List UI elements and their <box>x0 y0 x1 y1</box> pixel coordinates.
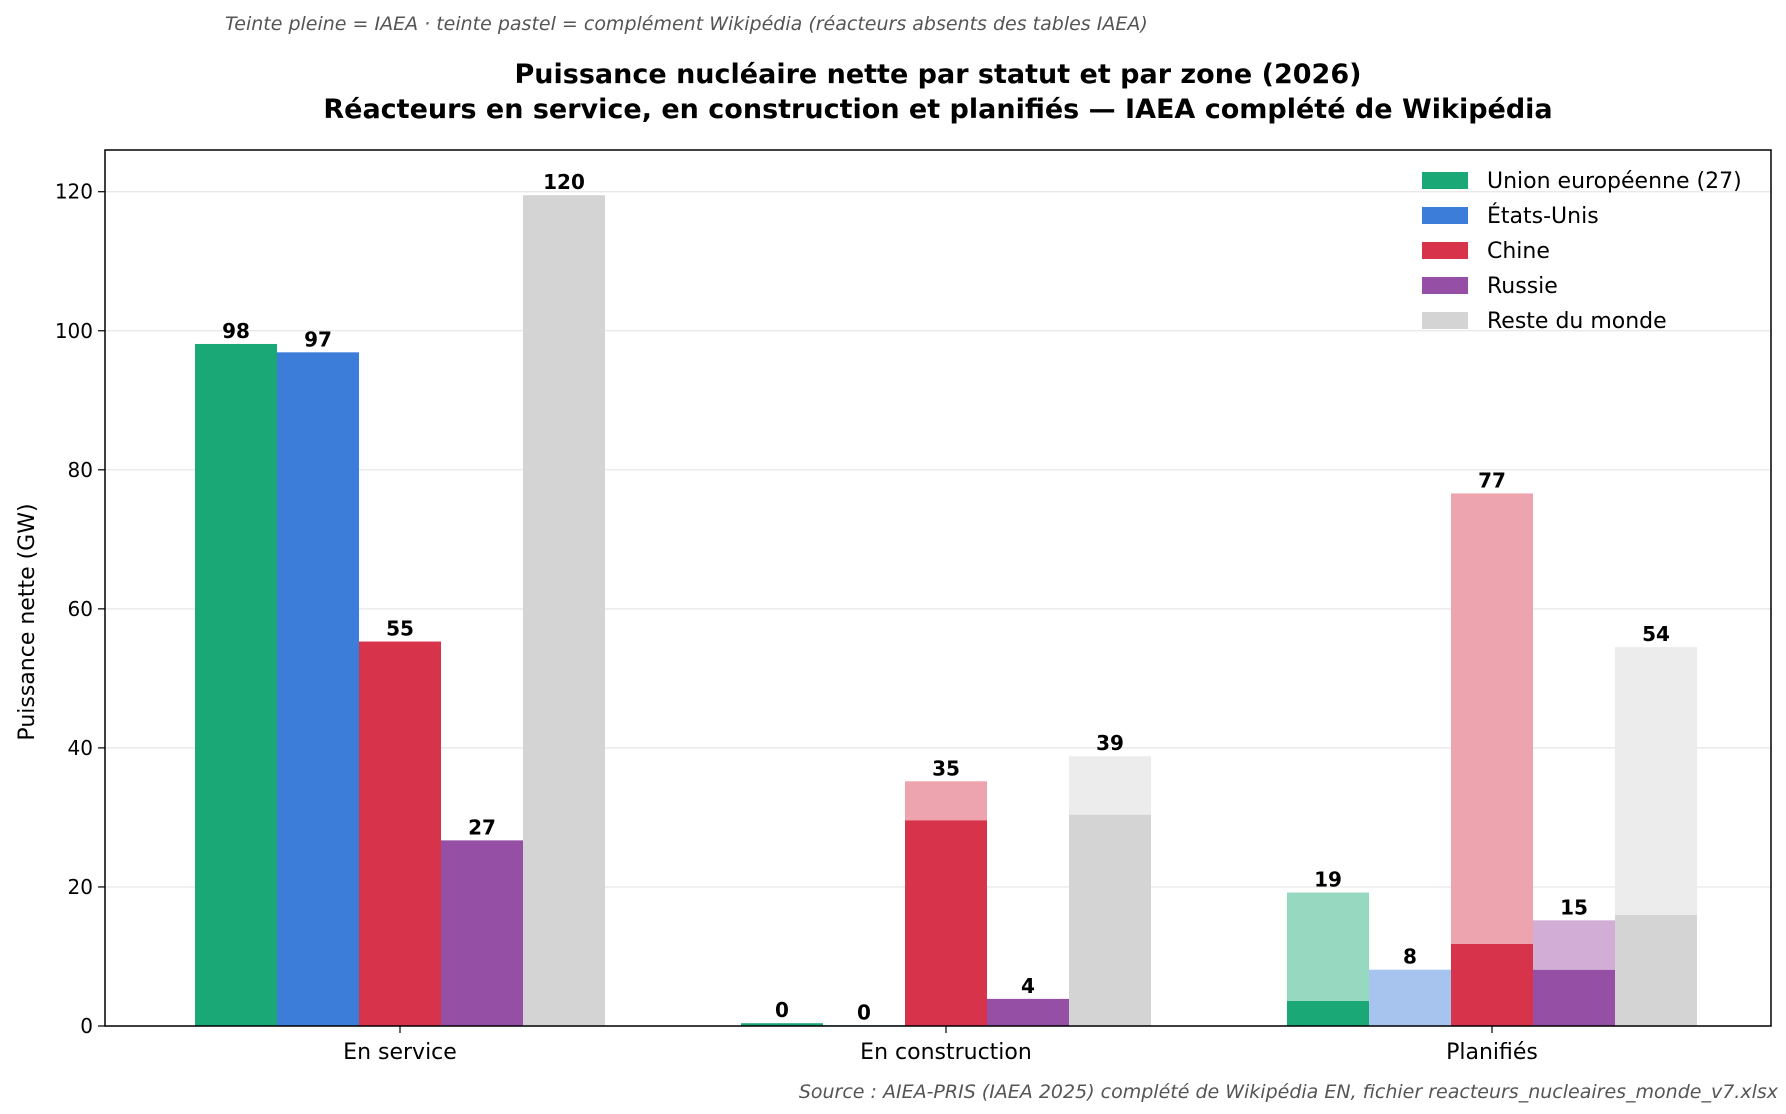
legend-label: Russie <box>1487 274 1558 299</box>
chart-subtitle: Réacteurs en service, en construction et… <box>323 94 1552 125</box>
y-tick-label: 60 <box>68 597 93 621</box>
y-tick-label: 100 <box>55 319 93 343</box>
data-label: 27 <box>468 815 496 839</box>
bar-wikipedia <box>1615 647 1697 915</box>
data-label: 15 <box>1560 895 1588 919</box>
data-label: 77 <box>1478 468 1506 492</box>
bar-iaea <box>523 195 605 1026</box>
data-label: 120 <box>543 170 585 194</box>
legend-swatch <box>1422 207 1468 224</box>
bar-iaea <box>441 840 523 1026</box>
bar-wikipedia <box>905 781 987 821</box>
x-tick-label: Planifiés <box>1446 1040 1538 1065</box>
legend-swatch <box>1422 277 1468 294</box>
y-tick-label: 80 <box>68 458 93 482</box>
x-tick-label: En construction <box>860 1040 1032 1065</box>
data-label: 98 <box>222 319 250 343</box>
legend-label: États-Unis <box>1487 203 1599 229</box>
legend: Union européenne (27) États-Unis Chine Russ… <box>1422 169 1742 334</box>
data-label: 55 <box>386 617 414 641</box>
bar-iaea <box>277 352 359 1026</box>
y-axis-label: Puissance nette (GW) <box>15 503 40 740</box>
data-label: 0 <box>857 1000 871 1024</box>
legend-swatch <box>1422 172 1468 189</box>
bar-iaea <box>987 998 1069 1026</box>
data-label: 8 <box>1403 945 1417 969</box>
data-label: 39 <box>1096 731 1124 755</box>
data-labels: 98 97 55 27 120 0 0 35 4 39 19 8 77 15 54 <box>222 170 1670 1024</box>
data-label: 35 <box>932 756 960 780</box>
bars <box>195 195 1697 1026</box>
data-label: 4 <box>1021 974 1035 998</box>
legend-label: Reste du monde <box>1487 309 1667 334</box>
legend-label: Chine <box>1487 239 1550 264</box>
source-text: Source : AIEA-PRIS (IAEA 2025) complété … <box>799 1081 1779 1103</box>
bar-wikipedia <box>1369 969 1451 1026</box>
bar-wikipedia <box>1451 493 1533 944</box>
bar-iaea <box>1615 914 1697 1026</box>
y-tick-label: 20 <box>68 875 93 899</box>
bar-iaea <box>1533 969 1615 1026</box>
y-tick-label: 40 <box>68 736 93 760</box>
bar-iaea <box>741 1023 823 1026</box>
legend-swatch <box>1422 312 1468 329</box>
bar-iaea <box>1069 814 1151 1026</box>
data-label: 97 <box>304 327 332 351</box>
data-label: 0 <box>775 998 789 1022</box>
bar-iaea <box>359 641 441 1026</box>
legend-swatch <box>1422 242 1468 259</box>
x-tick-label: En service <box>343 1040 457 1065</box>
plot-frame <box>104 149 1772 1027</box>
data-label: 19 <box>1314 868 1342 892</box>
data-label: 54 <box>1642 622 1670 646</box>
y-tick-label: 0 <box>80 1014 93 1038</box>
bar-iaea <box>905 820 987 1026</box>
bar-wikipedia <box>1069 756 1151 815</box>
bar-iaea <box>195 343 277 1026</box>
legend-label: Union européenne (27) <box>1487 169 1742 194</box>
y-tick-label: 120 <box>55 180 93 204</box>
bar-wikipedia <box>1287 892 1369 1001</box>
bar-iaea <box>1451 943 1533 1026</box>
chart-title: Puissance nucléaire nette par statut et … <box>515 59 1362 90</box>
bar-iaea <box>1287 1000 1369 1026</box>
bar-wikipedia <box>1533 920 1615 970</box>
note-text: Teinte pleine = IAEA · teinte pastel = c… <box>225 13 1148 35</box>
